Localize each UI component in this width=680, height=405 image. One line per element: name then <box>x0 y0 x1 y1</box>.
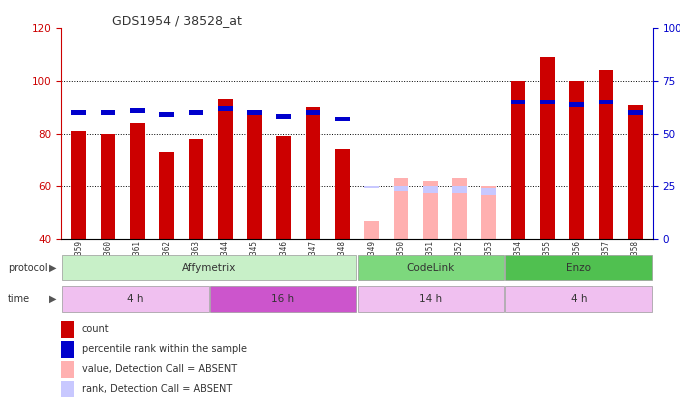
Bar <box>481 186 496 239</box>
Bar <box>61 321 74 338</box>
Bar <box>569 81 584 239</box>
Bar <box>335 117 350 121</box>
Text: 4 h: 4 h <box>127 294 143 304</box>
Text: Enzo: Enzo <box>566 263 592 273</box>
Bar <box>540 58 555 239</box>
Text: ▶: ▶ <box>49 263 56 273</box>
Bar <box>101 134 116 239</box>
Text: Affymetrix: Affymetrix <box>182 263 236 273</box>
Bar <box>62 255 356 280</box>
Bar <box>277 115 291 119</box>
Text: GDS1954 / 38528_at: GDS1954 / 38528_at <box>112 14 242 27</box>
Bar <box>247 110 262 115</box>
Text: 14 h: 14 h <box>420 294 443 304</box>
Bar <box>71 110 86 115</box>
Bar <box>61 341 74 358</box>
Bar <box>306 107 320 239</box>
Text: 16 h: 16 h <box>271 294 294 304</box>
Bar <box>598 100 613 104</box>
Bar <box>511 100 526 104</box>
Bar <box>218 106 233 111</box>
Bar <box>452 186 467 193</box>
Bar <box>540 100 555 104</box>
Bar <box>218 100 233 239</box>
Text: count: count <box>82 324 109 334</box>
Bar <box>335 149 350 239</box>
Text: CodeLink: CodeLink <box>407 263 455 273</box>
Bar <box>358 286 505 311</box>
Bar <box>423 186 437 193</box>
Bar <box>394 186 408 190</box>
Text: value, Detection Call = ABSENT: value, Detection Call = ABSENT <box>82 364 237 374</box>
Bar <box>61 381 74 398</box>
Bar <box>71 131 86 239</box>
Bar <box>481 188 496 195</box>
Bar <box>247 113 262 239</box>
Bar <box>61 361 74 377</box>
Bar <box>277 136 291 239</box>
Bar <box>511 81 526 239</box>
Bar <box>364 186 379 188</box>
Bar <box>569 102 584 107</box>
Text: protocol: protocol <box>8 263 48 273</box>
Bar <box>209 286 356 311</box>
Bar <box>598 70 613 239</box>
Bar <box>188 110 203 115</box>
Bar <box>130 108 145 113</box>
Bar <box>394 178 408 239</box>
Bar <box>358 255 505 280</box>
Bar <box>130 123 145 239</box>
Text: time: time <box>8 294 31 304</box>
Text: ▶: ▶ <box>49 294 56 304</box>
Bar <box>62 286 209 311</box>
Text: 4 h: 4 h <box>571 294 587 304</box>
Bar <box>423 181 437 239</box>
Bar <box>505 255 652 280</box>
Bar <box>505 286 652 311</box>
Bar <box>188 139 203 239</box>
Bar <box>159 112 174 117</box>
Bar <box>452 178 467 239</box>
Bar <box>364 220 379 239</box>
Bar <box>101 110 116 115</box>
Bar <box>628 104 643 239</box>
Bar <box>628 110 643 115</box>
Text: rank, Detection Call = ABSENT: rank, Detection Call = ABSENT <box>82 384 232 394</box>
Bar <box>306 110 320 115</box>
Text: percentile rank within the sample: percentile rank within the sample <box>82 344 247 354</box>
Bar <box>159 152 174 239</box>
